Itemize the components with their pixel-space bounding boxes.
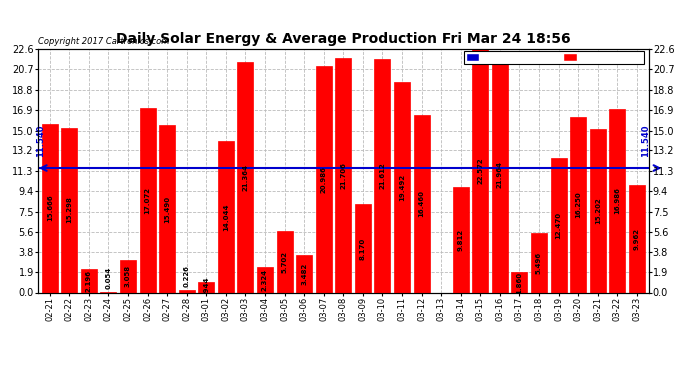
Legend: Average  (kWh), Daily  (kWh): Average (kWh), Daily (kWh) — [464, 51, 644, 64]
Bar — [492, 56, 508, 292]
Text: 3.058: 3.058 — [125, 265, 131, 287]
Bar — [120, 260, 136, 292]
Bar — [61, 128, 77, 292]
Bar — [316, 66, 332, 292]
Text: 8.170: 8.170 — [360, 237, 366, 260]
Bar — [41, 123, 58, 292]
Bar — [159, 125, 175, 292]
Bar — [413, 115, 430, 292]
Text: 0.944: 0.944 — [204, 276, 209, 298]
Bar — [609, 109, 625, 292]
Text: 11.540: 11.540 — [37, 125, 46, 157]
Text: 1.860: 1.860 — [516, 272, 522, 294]
Text: 9.812: 9.812 — [457, 228, 464, 251]
Bar — [335, 58, 351, 292]
Bar — [139, 108, 155, 292]
Bar — [257, 267, 273, 292]
Text: 16.986: 16.986 — [614, 188, 620, 214]
Text: 21.364: 21.364 — [242, 164, 248, 191]
Bar — [590, 129, 606, 292]
Text: 3.482: 3.482 — [301, 262, 307, 285]
Bar — [531, 233, 547, 292]
Bar — [551, 158, 566, 292]
Bar — [511, 273, 527, 292]
Text: Copyright 2017 Cartronics.com: Copyright 2017 Cartronics.com — [38, 38, 169, 46]
Text: 15.298: 15.298 — [66, 196, 72, 223]
Bar — [629, 185, 645, 292]
Text: 19.492: 19.492 — [399, 174, 405, 201]
Text: 14.044: 14.044 — [223, 203, 229, 231]
Text: 9.962: 9.962 — [634, 228, 640, 250]
Bar — [355, 204, 371, 292]
Text: 16.250: 16.250 — [575, 192, 581, 218]
Text: 17.072: 17.072 — [144, 187, 150, 214]
Bar — [296, 255, 312, 292]
Bar — [218, 141, 234, 292]
Bar — [472, 49, 489, 292]
Text: 5.496: 5.496 — [536, 252, 542, 274]
Text: 21.964: 21.964 — [497, 160, 503, 188]
Bar — [198, 282, 215, 292]
Text: 12.470: 12.470 — [555, 212, 562, 239]
Text: 22.572: 22.572 — [477, 158, 483, 184]
Text: 20.986: 20.986 — [321, 166, 326, 193]
Bar — [453, 187, 469, 292]
Text: 21.612: 21.612 — [380, 163, 386, 189]
Text: 16.460: 16.460 — [419, 190, 424, 217]
Text: 11.540: 11.540 — [641, 125, 650, 157]
Text: 2.196: 2.196 — [86, 270, 92, 292]
Text: 2.324: 2.324 — [262, 269, 268, 291]
Bar — [570, 117, 586, 292]
Text: 21.706: 21.706 — [340, 162, 346, 189]
Bar — [179, 290, 195, 292]
Text: 15.202: 15.202 — [595, 197, 601, 224]
Text: 15.666: 15.666 — [47, 195, 52, 221]
Bar — [237, 62, 253, 292]
Bar — [277, 231, 293, 292]
Title: Daily Solar Energy & Average Production Fri Mar 24 18:56: Daily Solar Energy & Average Production … — [116, 32, 571, 46]
Bar — [375, 59, 391, 292]
Text: 0.054: 0.054 — [106, 266, 111, 289]
Text: 5.702: 5.702 — [282, 251, 288, 273]
Bar — [81, 269, 97, 292]
Text: 15.490: 15.490 — [164, 195, 170, 222]
Text: 0.226: 0.226 — [184, 265, 190, 287]
Bar — [394, 82, 410, 292]
